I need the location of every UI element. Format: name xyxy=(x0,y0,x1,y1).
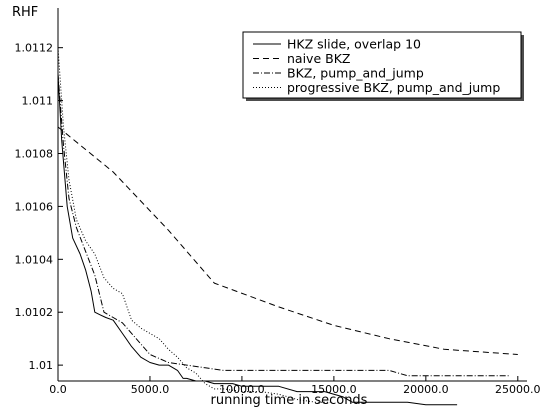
y-tick-label: 1.0106 xyxy=(15,200,54,213)
series-line-3 xyxy=(57,74,509,377)
y-axis-label: RHF xyxy=(12,5,38,20)
y-tick-label: 1.011 xyxy=(22,95,54,108)
x-axis-label: running time in seconds xyxy=(211,393,368,408)
legend-label-2: naive BKZ xyxy=(287,51,350,66)
x-tick-label: 25000.0 xyxy=(495,383,540,396)
x-tick-label: 0.0 xyxy=(49,383,67,396)
legend-label-4: progressive BKZ, pump_and_jump xyxy=(287,80,500,95)
x-tick-label: 10000.0 xyxy=(219,383,265,396)
legend-label-1: HKZ slide, overlap 10 xyxy=(287,37,421,52)
y-tick-label: 1.0108 xyxy=(15,147,54,160)
axes: 1.01 1.0102 1.0104 1.0106 1.0108 1.011 1.0112 0… xyxy=(15,8,540,396)
series-layer xyxy=(57,47,518,406)
series-line-4 xyxy=(57,47,331,403)
y-tick-label: 1.0102 xyxy=(15,306,54,319)
series-line-2 xyxy=(57,126,518,355)
x-tick-label: 20000.0 xyxy=(403,383,449,396)
series-line-1 xyxy=(57,74,458,406)
y-tick-label: 1.01 xyxy=(29,359,54,372)
x-tick-label: 15000.0 xyxy=(311,383,357,396)
y-tick-label: 1.0104 xyxy=(15,253,54,266)
x-tick-label: 5000.0 xyxy=(131,383,170,396)
legend-label-3: BKZ, pump_and_jump xyxy=(287,66,424,81)
y-tick-label: 1.0112 xyxy=(15,42,54,55)
legend-box xyxy=(242,31,522,99)
